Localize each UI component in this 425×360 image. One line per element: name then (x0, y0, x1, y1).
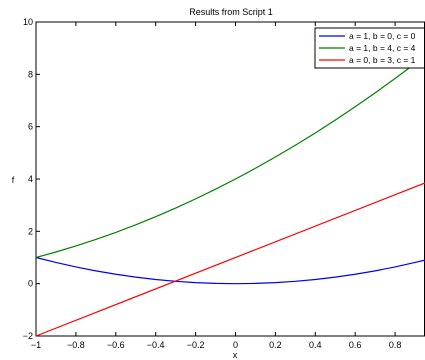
y-axis-label: f (12, 175, 15, 185)
legend: a = 1, b = 0, c = 0 a = 1, b = 4, c = 4 a … (314, 27, 425, 69)
plot-area (35, 21, 425, 337)
y-tick-label: 6 (28, 122, 33, 132)
legend-label: a = 0, b = 3, c = 1 (349, 55, 416, 65)
legend-label: a = 1, b = 4, c = 4 (349, 43, 416, 53)
y-tick-label: 4 (28, 174, 33, 184)
x-tick-label: −0.6 (107, 340, 125, 350)
x-tick-label: 0.8 (389, 340, 402, 350)
series-layer (35, 55, 425, 337)
x-tick-label: 0 (233, 340, 238, 350)
x-axis-label: x (233, 350, 238, 360)
x-tick-label: −0.2 (187, 340, 205, 350)
x-tick-label: 0.4 (309, 340, 322, 350)
x-axis: −1 −0.8 −0.6 −0.4 −0.2 0 0.2 0.4 0.6 0.8 (31, 22, 401, 350)
x-tick-label: 0.2 (269, 340, 282, 350)
series-line-1 (35, 256, 425, 285)
x-tick-label: −1 (31, 340, 41, 350)
x-tick-label: 0.6 (349, 340, 362, 350)
y-tick-label: 0 (28, 279, 33, 289)
legend-label: a = 1, b = 0, c = 0 (349, 31, 416, 41)
y-axis: −2 0 2 4 6 8 10 (23, 17, 40, 341)
series-line-2 (35, 55, 425, 259)
x-tick-label: −0.8 (67, 340, 85, 350)
y-tick-label: 10 (23, 17, 33, 27)
series-line-3 (35, 182, 425, 337)
x-tick-label: −0.4 (147, 340, 165, 350)
y-tick-label: −2 (23, 331, 33, 341)
y-tick-label: 2 (28, 226, 33, 236)
y-tick-label: 8 (28, 69, 33, 79)
chart-title: Results from Script 1 (189, 7, 273, 17)
